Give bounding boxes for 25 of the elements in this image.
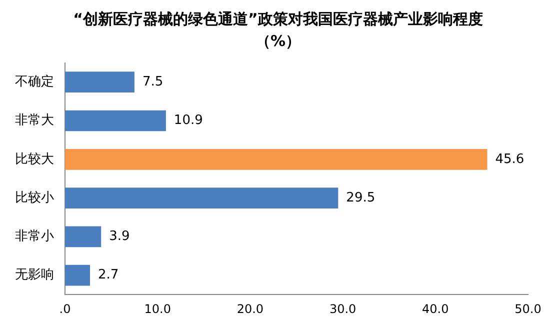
y-tick-label: 比较大 xyxy=(15,152,54,167)
y-tick-label: 非常小 xyxy=(15,229,54,244)
chart-title: “创新医疗器械的绿色通道”政策对我国医疗器械产业影响程度（%） xyxy=(72,9,484,52)
x-tick-label: 40.0 xyxy=(422,302,449,316)
bar xyxy=(65,72,134,93)
bar xyxy=(65,148,488,170)
y-tick-label: 无影响 xyxy=(15,268,54,283)
data-label: 7.5 xyxy=(142,74,164,90)
x-tick-label: 20.0 xyxy=(236,302,264,316)
bar xyxy=(65,188,338,208)
data-label: 10.9 xyxy=(174,113,203,128)
bar xyxy=(65,226,102,248)
y-tick-label: 比较小 xyxy=(15,190,54,206)
x-tick-label: 10.0 xyxy=(144,302,171,316)
bar xyxy=(65,264,90,286)
data-label: 29.5 xyxy=(346,190,376,206)
y-tick-label: 非常大 xyxy=(15,113,54,128)
x-tick-label: 50.0 xyxy=(514,302,542,316)
data-label: 3.9 xyxy=(109,229,130,244)
x-tick-label: .0 xyxy=(59,302,71,316)
bar xyxy=(65,110,166,132)
data-label: 45.6 xyxy=(495,152,524,167)
x-tick-label: 30.0 xyxy=(329,302,356,316)
data-label: 2.7 xyxy=(98,268,119,283)
y-tick-label: 不确定 xyxy=(15,74,54,90)
